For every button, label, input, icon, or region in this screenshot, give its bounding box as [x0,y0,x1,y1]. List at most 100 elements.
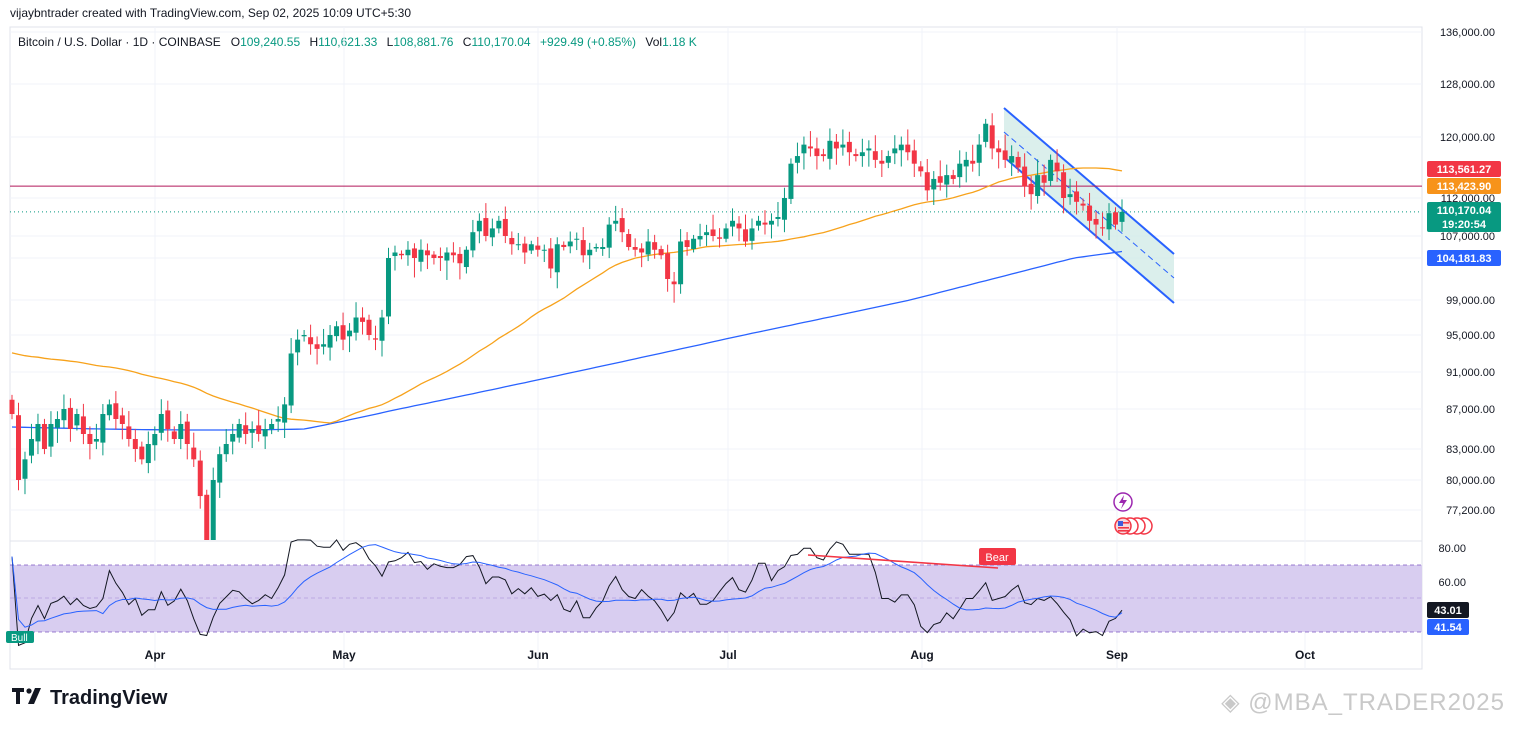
candle-body [957,163,963,178]
rsi-badge-label: 43.01 [1434,605,1462,617]
candle-body [100,414,106,443]
candle-body [801,144,807,154]
candle-body [288,353,294,406]
candle-body [424,250,430,256]
ma50-line [11,167,1123,424]
candle-body [983,123,989,142]
price-tick-label: 120,000.00 [1440,132,1495,144]
candle-body [872,151,878,160]
candle-body [691,238,697,249]
date-label: Aug [910,648,933,662]
price-tick-label: 87,000.00 [1446,404,1495,416]
us-flag-icon[interactable] [1114,517,1153,535]
candle-body [223,444,229,455]
candle-body [859,152,865,157]
watermark: ◈ @MBA_TRADER2025 [1221,689,1505,716]
candle-body [736,223,742,229]
price-badge-label: 113,561.27 [1437,164,1491,176]
candle-body [723,228,729,239]
candle-body [1067,194,1073,198]
candle-body [820,154,826,157]
time-axis[interactable]: Apr May Jun Jul Aug Sep Oct [145,648,1315,662]
candle-body [619,218,625,233]
channel-upper[interactable] [1003,107,1175,255]
candle-body [704,232,710,236]
candle-body [989,125,995,149]
price-tick-label: 107,000.00 [1440,231,1495,243]
tv-logo-icon [12,686,42,710]
candle-body [996,148,1002,153]
candle-body [301,335,307,337]
candle-body [230,434,236,442]
open-value: 109,240.55 [240,35,301,49]
candle-body [61,409,67,421]
candle-body [379,317,385,341]
candle-body [48,424,54,447]
rsi-axis[interactable]: 80.00 60.00 [1438,543,1466,589]
candle-body [1100,227,1106,229]
candle-body [963,159,969,167]
lightning-icon[interactable] [1113,492,1133,512]
rsi-ma-line [11,544,1123,628]
candle-body [684,240,690,247]
candle-body [853,154,859,157]
date-label: Oct [1295,648,1315,662]
price-badges: 113,561.27113,423.90110,170.0419:20:5410… [1427,161,1501,635]
bear-divergence-line [807,554,999,569]
candle-body [204,494,210,540]
candle-body [392,252,398,257]
candle-body [437,256,443,258]
candle-body [970,160,976,164]
rsi-band [10,565,1422,632]
candle-body [743,229,749,242]
price-tick-label: 77,200.00 [1446,505,1495,517]
candle-body [1119,211,1125,222]
candle-body [717,237,723,239]
candles [9,113,1125,540]
candle-body [87,434,93,444]
candle-body [892,148,898,154]
candle-body [463,249,469,268]
candle-body [262,429,268,437]
symbol-info-bar[interactable]: Bitcoin / U.S. Dollar · 1D · COINBASE O1… [18,35,703,49]
candle-body [314,344,320,349]
candle-body [275,419,281,422]
candle-body [528,244,534,251]
candle-body [567,241,573,247]
candle-body [327,335,333,348]
candle-body [1093,218,1099,225]
rsi-line [11,539,1123,647]
candle-body [457,253,463,264]
candle-body [879,160,885,164]
candle-body [762,222,768,225]
candle-body [866,148,872,151]
candle-body [541,249,547,251]
candle-body [217,454,223,483]
channel-lower[interactable] [1003,156,1175,304]
rsi-badge-label: 41.54 [1434,622,1462,634]
symbol-title: Bitcoin / U.S. Dollar · 1D · COINBASE [18,35,221,49]
price-axis[interactable]: 136,000.00128,000.00120,000.00112,000.00… [1440,27,1495,517]
candle-body [535,245,541,250]
price-badge [1427,250,1501,266]
price-badge-label: 113,423.90 [1437,181,1491,193]
rsi-badge [1427,602,1469,618]
date-label: Jul [719,648,736,662]
candle-body [373,338,379,340]
channel-midline [1003,131,1175,279]
candle-body [132,439,138,449]
candle-body [502,218,508,236]
candle-body [613,220,619,224]
candle-body [515,244,521,246]
date-label: Jun [527,648,548,662]
candle-body [775,217,781,219]
close-label: C [462,35,472,49]
candle-body [593,247,599,249]
candle-body [606,224,612,248]
candle-body [885,156,891,163]
candle-body [755,220,761,226]
candle-body [846,141,852,153]
candle-body [976,144,982,163]
price-tick-label: 99,000.00 [1446,295,1495,307]
